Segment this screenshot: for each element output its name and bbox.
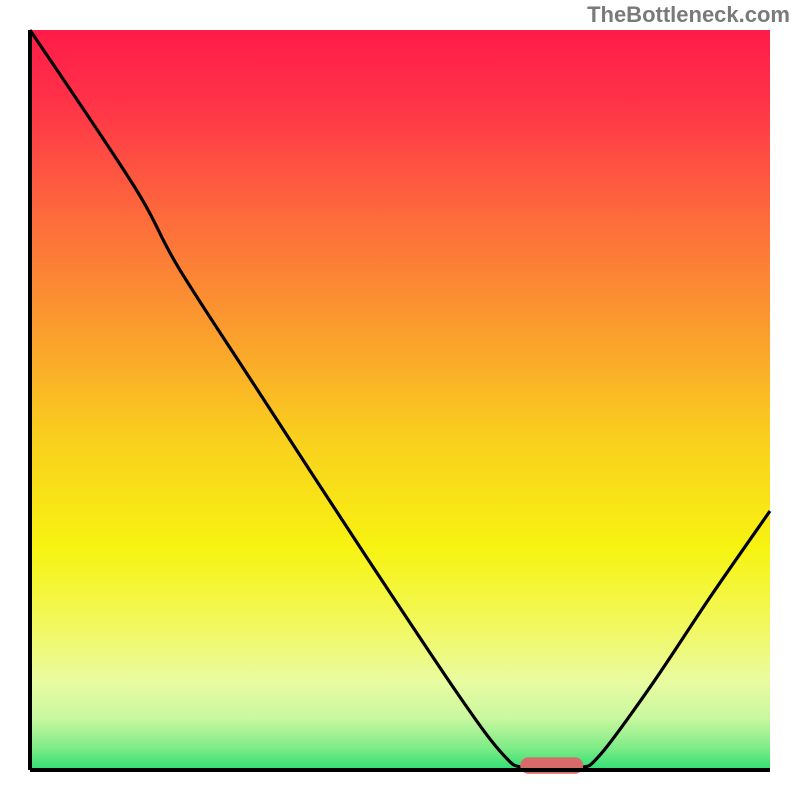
chart-container: TheBottleneck.com <box>0 0 800 800</box>
watermark-text: TheBottleneck.com <box>587 2 790 28</box>
plot-gradient-background <box>30 30 770 770</box>
bottleneck-chart <box>0 0 800 800</box>
